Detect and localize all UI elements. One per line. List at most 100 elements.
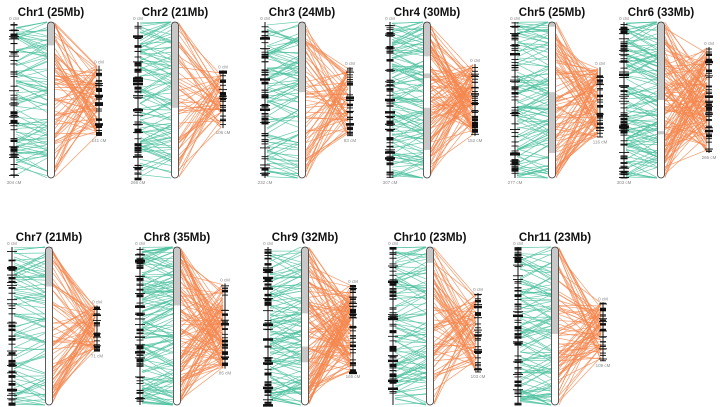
marker [136, 391, 144, 393]
marker [472, 67, 478, 68]
marker [597, 95, 603, 97]
link-line [141, 257, 174, 270]
link-line [52, 348, 96, 367]
link-line [266, 92, 299, 97]
marker [706, 58, 712, 60]
link-line [519, 330, 552, 350]
marker [93, 315, 101, 317]
marker [135, 275, 145, 277]
marker [389, 282, 397, 284]
marker [261, 31, 269, 33]
marker [389, 392, 397, 394]
link-line [516, 29, 549, 39]
marker [706, 109, 712, 110]
marker [389, 378, 397, 380]
marker [514, 258, 522, 260]
marker [620, 44, 628, 48]
link-line [516, 44, 549, 53]
link-line [269, 337, 302, 346]
marker [389, 284, 397, 286]
marker [620, 97, 628, 99]
link-line [430, 68, 474, 99]
link-line [433, 249, 477, 300]
marker [510, 79, 520, 81]
marker [386, 34, 394, 35]
marker [350, 349, 356, 350]
marker [389, 367, 397, 369]
marker [511, 96, 519, 98]
marker [350, 306, 356, 308]
marker [264, 384, 272, 386]
marker [133, 114, 143, 116]
marker [136, 332, 144, 334]
link-line [664, 95, 708, 124]
link-line [516, 116, 549, 122]
link-line [516, 46, 549, 66]
marker [513, 264, 523, 266]
marker [220, 124, 226, 126]
link-line [519, 263, 552, 268]
link-line [139, 137, 172, 143]
link-line [52, 344, 96, 398]
link-line [430, 103, 474, 129]
marker [620, 89, 628, 91]
marker [620, 163, 628, 164]
marker [620, 123, 628, 125]
link-line [266, 133, 299, 144]
marker [134, 27, 142, 29]
marker [9, 116, 19, 118]
marker [600, 329, 606, 331]
marker [511, 22, 519, 24]
marker [220, 105, 226, 107]
marker [260, 105, 270, 106]
marker [389, 247, 397, 250]
marker [94, 334, 100, 337]
marker [9, 36, 19, 37]
link-line [139, 149, 172, 153]
link-line [625, 157, 658, 168]
marker [597, 115, 603, 117]
link-line [625, 58, 658, 76]
marker [511, 34, 519, 37]
link-line [625, 78, 658, 97]
link-line [394, 302, 427, 319]
marker [511, 47, 519, 49]
marker [264, 382, 272, 384]
marker [511, 99, 519, 101]
link-line [391, 129, 424, 133]
marker [134, 121, 142, 123]
link-line [139, 33, 172, 45]
link-line [141, 257, 174, 262]
link-line [433, 320, 477, 405]
marker [264, 357, 272, 359]
link-line [308, 295, 352, 320]
marker [220, 93, 226, 96]
marker [514, 362, 522, 364]
marker [389, 366, 397, 368]
link-line [625, 49, 658, 56]
left-links [519, 246, 552, 406]
link-line [178, 46, 222, 95]
panel-title: Chr11 (23Mb) [519, 232, 591, 244]
link-line [394, 348, 427, 367]
marker [7, 303, 17, 305]
right-bottom-cm-label: 83 cM [344, 138, 357, 143]
link-line [625, 108, 658, 118]
marker [264, 358, 272, 360]
link-line [54, 79, 98, 135]
link-line [269, 340, 302, 350]
link-line [15, 166, 48, 177]
marker [264, 364, 272, 366]
marker [136, 364, 144, 366]
marker [8, 384, 16, 386]
link-line [625, 171, 658, 179]
link-line [555, 69, 599, 102]
link-line [13, 303, 46, 309]
link-line [139, 77, 172, 84]
link-line [519, 303, 552, 308]
left-bottom-cm-label: 303 cM [617, 180, 632, 185]
marker [514, 295, 522, 297]
link-line [391, 51, 424, 59]
link-line [433, 314, 477, 355]
marker [386, 35, 394, 37]
